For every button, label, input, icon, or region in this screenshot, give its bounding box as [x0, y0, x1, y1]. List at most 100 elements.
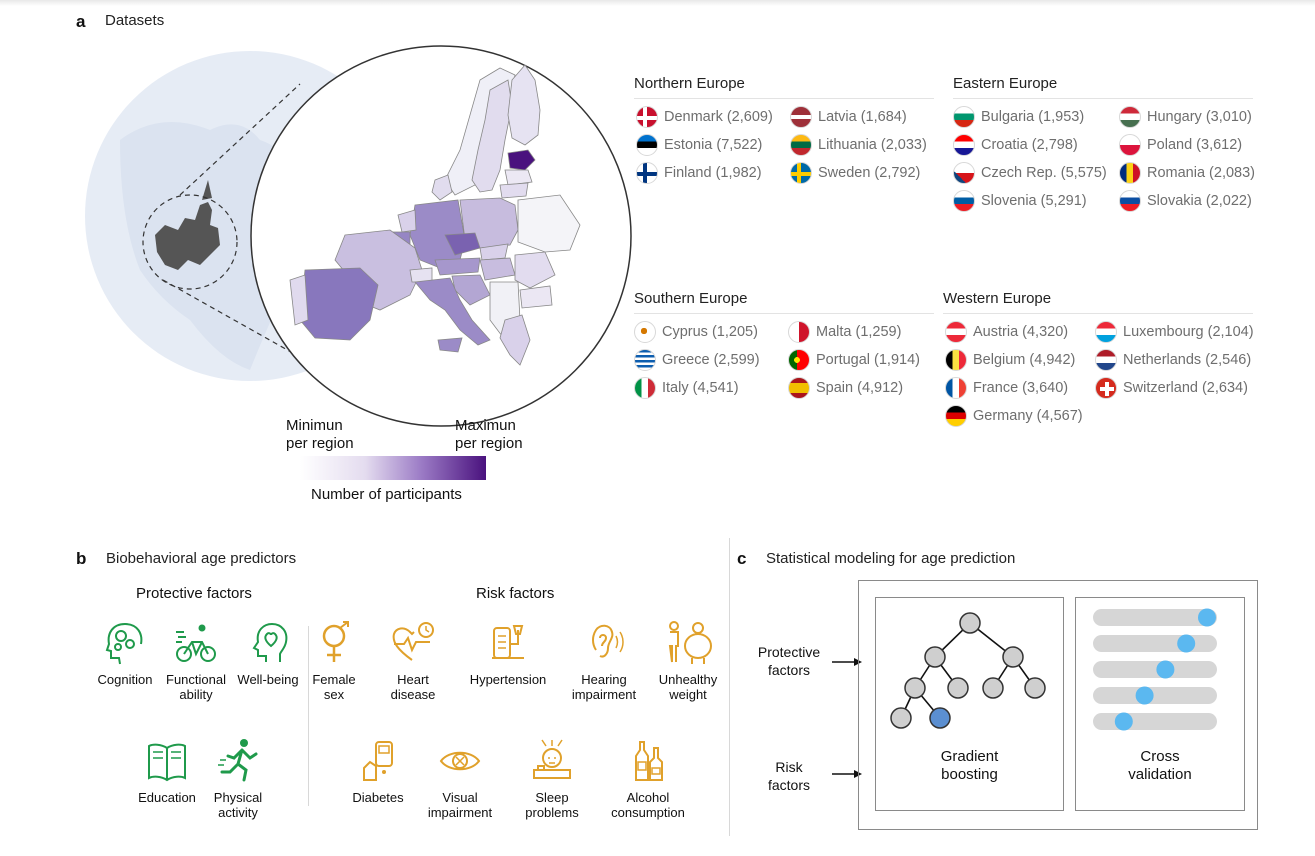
risk-factors-title: Risk factors: [476, 585, 555, 602]
factor-label-line2: disease: [390, 687, 436, 702]
factor-hearing-impairment: Hearing impairment: [566, 620, 642, 702]
finland-flag: [636, 162, 658, 184]
factor-label-line1: Visual: [442, 790, 478, 805]
country-label: Poland (3,612): [1147, 137, 1243, 153]
panel-c-letter: c: [737, 549, 747, 568]
country-sweden: Sweden (2,792): [790, 161, 920, 185]
factor-physical-activity: Physical activity: [203, 738, 273, 820]
region-title: Northern Europe: [634, 75, 934, 99]
factor-label: Well-being: [237, 672, 299, 687]
risk-factors-label: Risk factors: [745, 758, 833, 794]
country-greece: Greece (2,599): [634, 348, 760, 372]
weight-icon: [668, 621, 712, 664]
country-denmark: Denmark (2,609): [636, 105, 773, 129]
protective-factors-label: Protective factors: [745, 643, 833, 679]
region-title: Western Europe: [943, 290, 1253, 314]
cv-fold-bar: [1093, 635, 1217, 652]
country-slovenia: Slovenia (5,291): [953, 189, 1087, 213]
luxembourg-flag: [1095, 321, 1117, 343]
ear-icon: [592, 624, 624, 658]
portugal-flag: [788, 349, 810, 371]
country-finland: Finland (1,982): [636, 161, 762, 185]
globe-europe-highlight: [155, 202, 220, 270]
cv-line2: validation: [1128, 766, 1192, 783]
factor-label: Cognition: [97, 672, 153, 687]
country-label: Spain (4,912): [816, 380, 904, 396]
gradient-boosting-box: [875, 597, 1064, 811]
country-label: Cyprus (1,205): [662, 324, 758, 340]
factor-visual-impairment: Visual impairment: [420, 738, 500, 820]
cv-line1: Cross: [1140, 748, 1180, 765]
tree-node: [959, 612, 981, 634]
tree-node: [1002, 646, 1024, 668]
bulgaria-region: [519, 285, 553, 309]
denmark-flag: [636, 106, 658, 128]
factor-label-line1: Functional: [166, 672, 226, 687]
country-label: Latvia (1,684): [818, 109, 907, 125]
factor-sleep-problems: Sleep problems: [514, 738, 590, 820]
head-heart-icon: [252, 622, 288, 662]
factor-diabetes: Diabetes: [343, 738, 413, 805]
legend-max-line1: Maximun: [455, 417, 516, 434]
slovenia-flag: [953, 190, 975, 212]
country-slovakia: Slovakia (2,022): [1119, 189, 1252, 213]
italy-flag: [634, 377, 656, 399]
factor-label-line2: sex: [323, 687, 345, 702]
country-label: Croatia (2,798): [981, 137, 1078, 153]
zoom-line-top: [179, 83, 301, 196]
country-czech: Czech Rep. (5,575): [953, 161, 1107, 185]
factor-label: Diabetes: [352, 790, 404, 805]
switzerland-region: [409, 267, 433, 283]
factor-female-sex: Female sex: [300, 620, 368, 702]
estonia-flag: [636, 134, 658, 156]
greece-flag: [634, 349, 656, 371]
cross-validation-caption: Cross validation: [1075, 748, 1245, 784]
eastern-non-eu-region: [517, 194, 581, 253]
blood-pressure-icon: [492, 625, 524, 659]
factor-label-line1: Alcohol: [626, 790, 670, 805]
austria-region: [434, 257, 481, 276]
malta-flag: [788, 321, 810, 343]
tree-node: [890, 707, 912, 729]
country-spain: Spain (4,912): [788, 376, 903, 400]
cyclist-icon: [176, 624, 216, 662]
gb-line2: boosting: [941, 766, 998, 783]
panel-a-title: Datasets: [105, 12, 165, 29]
panel-b-letter: b: [76, 549, 87, 568]
protective-line1: Protective: [757, 644, 821, 660]
cv-fold-dot: [1114, 712, 1133, 731]
country-label: Estonia (7,522): [664, 137, 763, 153]
factors-divider: [308, 626, 309, 806]
risk-line2: factors: [767, 777, 810, 793]
zoom-line-bottom: [162, 279, 324, 371]
tree-node: [924, 646, 946, 668]
top-shadow: [0, 0, 1315, 6]
region-title: Southern Europe: [634, 290, 934, 314]
romania-flag: [1119, 162, 1141, 184]
cv-fold-bar: [1093, 661, 1217, 678]
risk-line1: Risk: [775, 759, 803, 775]
country-label: Belgium (4,942): [973, 352, 1076, 368]
cyprus-flag: [634, 321, 656, 343]
country-label: Switzerland (2,634): [1123, 380, 1248, 396]
switzerland-flag: [1095, 377, 1117, 399]
cv-fold-dot: [1156, 660, 1175, 679]
tree-node: [1024, 677, 1046, 699]
factor-hypertension: Hypertension: [464, 620, 552, 687]
cross-validation-box: [1075, 597, 1245, 811]
region-western-europe: Western Europe Austria (4,320) Belgium (…: [943, 290, 1254, 440]
hungary-flag: [1119, 106, 1141, 128]
country-label: Romania (2,083): [1147, 165, 1255, 181]
lithuania-region: [499, 182, 529, 199]
factor-unhealthy-weight: Unhealthy weight: [650, 620, 726, 702]
sweden-flag: [790, 162, 812, 184]
cv-fold-dot: [1135, 686, 1154, 705]
austria-flag: [945, 321, 967, 343]
country-austria: Austria (4,320): [945, 320, 1068, 344]
eye-icon: [439, 751, 481, 771]
tree-node: [947, 677, 969, 699]
lithuania-flag: [790, 134, 812, 156]
country-lithuania: Lithuania (2,033): [790, 133, 927, 157]
netherlands-region: [397, 209, 417, 233]
country-label: Slovakia (2,022): [1147, 193, 1252, 209]
